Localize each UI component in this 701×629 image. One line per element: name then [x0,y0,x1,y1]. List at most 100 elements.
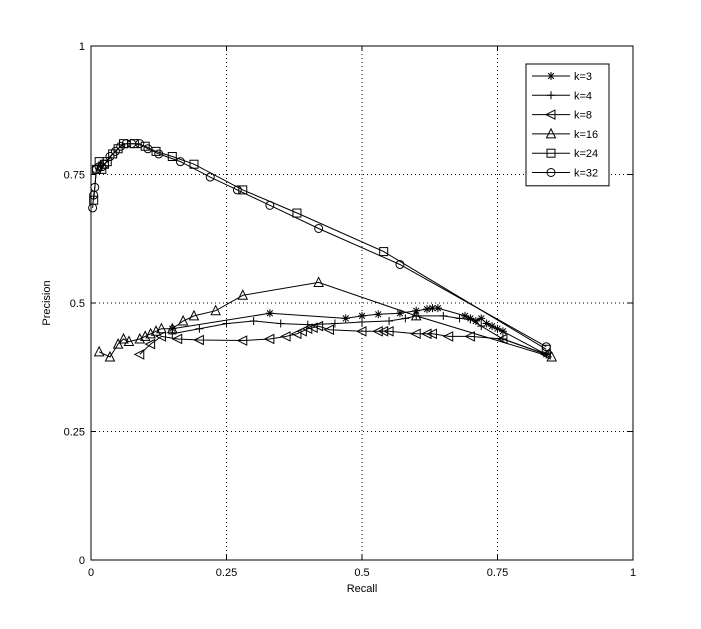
data-point-circle [97,162,107,172]
series-layer [88,139,558,362]
data-point-square [379,247,389,257]
data-point-triangle-left [323,324,334,336]
data-point-triangle-left [155,331,166,342]
data-point-square [102,157,112,167]
data-point-triangle-left [290,328,302,340]
data-point-asterisk [374,310,383,319]
data-point-triangle-left [426,328,437,340]
data-point-circle [135,139,145,149]
data-point-asterisk [428,304,437,313]
data-point-plus [385,316,394,325]
legend-entry: k=8 [532,109,592,122]
data-point-triangle-up [166,322,178,334]
data-point-square [113,144,123,154]
data-point-square [292,208,302,218]
data-point-circle [121,139,131,149]
data-point-triangle-left [372,325,383,337]
data-point-square [108,149,118,159]
data-point-square [140,141,150,151]
data-point-circle [143,144,153,154]
data-point-circle [314,223,324,233]
data-point-plus [249,316,258,325]
data-point-circle [541,342,551,352]
data-point-circle [232,185,242,195]
data-point-square [151,146,161,156]
data-point-triangle-up [104,350,116,362]
y-tick-label: 0.5 [70,298,85,310]
data-point-triangle-up [123,335,135,347]
series-k=8 [133,320,551,360]
data-point-circle [395,259,405,269]
y-tick-label: 1 [79,41,85,53]
legend: k=3 k=4 k=8 k=16 k=24 k=32 [525,63,610,187]
data-point-square [541,344,551,354]
data-point-plus [330,319,339,328]
legend-box [525,63,610,187]
y-tick-label: 0.75 [64,170,85,182]
data-point-plus [168,329,177,338]
data-point-asterisk [471,316,480,325]
data-point-plus [455,314,464,323]
data-point-circle [105,152,115,162]
x-tick-label: 0.5 [354,567,369,579]
legend-marker-circle [546,168,556,177]
data-point-triangle-left [464,331,475,342]
data-point-triangle-up [177,314,189,326]
series-k=16 [93,276,558,362]
data-point-triangle-left [377,325,389,337]
data-point-triangle-up [93,345,105,357]
legend-label: k=4 [574,90,592,102]
legend-marker-triangle-up [545,127,557,139]
axes-layer: 0 0.25 0.5 0.75 1 0 0.25 0.5 0.75 1 [64,41,636,579]
data-point-triangle-left [193,334,204,346]
data-point-triangle-left [263,333,275,345]
y-axis-label: Precision [41,280,53,325]
data-point-circle [154,149,164,159]
data-point-triangle-left [296,325,307,337]
legend-label: k=32 [574,168,598,180]
data-point-plus [439,311,448,320]
data-point-triangle-left [355,325,367,337]
data-point-triangle-up [118,332,129,344]
legend-marker-square [546,148,556,158]
x-tick-label: 0.75 [487,567,508,579]
x-tick-label: 0.25 [216,567,237,579]
data-point-triangle-up [410,309,422,321]
legend-marker-plus [547,91,555,100]
data-point-triangle-left [133,349,145,360]
y-tick-label: 0 [79,555,85,567]
data-point-plus [466,315,475,324]
data-point-plus [195,324,204,333]
data-point-triangle-up [237,289,249,300]
data-point-plus [222,319,231,328]
data-point-plus [401,314,410,323]
data-point-asterisk [433,304,442,313]
legend-entry: k=24 [532,148,598,160]
data-point-triangle-left [236,335,248,346]
data-point-triangle-left [301,323,313,335]
data-point-plus [276,319,285,328]
data-point-asterisk [265,309,274,318]
x-tick-label: 1 [630,567,636,579]
data-point-circle [91,164,101,174]
legend-marker-asterisk [547,72,555,80]
data-point-triangle-left [144,338,156,350]
data-point-plus [358,318,366,327]
legend-entry: k=4 [532,90,592,102]
legend-label: k=3 [574,71,592,83]
data-point-triangle-left [420,328,432,340]
data-point-asterisk [493,324,502,333]
x-tick-label: 0 [88,567,94,579]
data-point-asterisk [341,314,350,323]
data-point-asterisk [477,314,486,323]
data-point-triangle-up [313,276,324,287]
data-point-triangle-left [280,331,291,342]
data-point-square [167,152,177,162]
data-point-plus [477,322,486,331]
series-k=4 [168,311,551,359]
data-point-triangle-up [112,338,124,349]
data-point-circle [100,159,110,169]
series-k=32 [88,139,551,352]
series-k=3 [168,304,551,359]
